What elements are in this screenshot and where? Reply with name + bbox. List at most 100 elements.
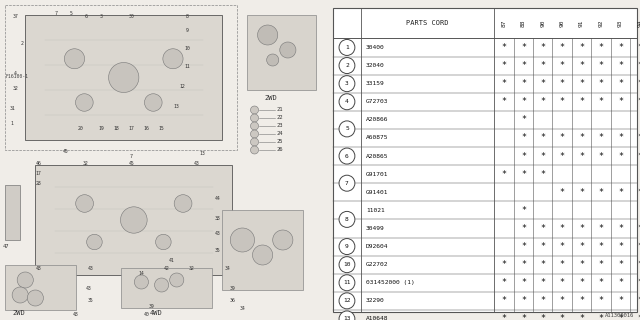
Text: *: * bbox=[618, 315, 623, 320]
Text: 17: 17 bbox=[129, 126, 134, 131]
Text: *: * bbox=[560, 133, 564, 142]
Circle shape bbox=[250, 122, 259, 130]
Circle shape bbox=[267, 54, 279, 66]
Bar bbox=[25, 15, 222, 140]
Text: 41: 41 bbox=[169, 258, 175, 263]
Text: *: * bbox=[637, 79, 640, 88]
Text: *: * bbox=[598, 133, 604, 142]
Circle shape bbox=[339, 148, 355, 164]
Text: 2WD: 2WD bbox=[12, 310, 25, 316]
Circle shape bbox=[257, 25, 278, 45]
Text: 7: 7 bbox=[54, 11, 57, 16]
Text: *: * bbox=[618, 188, 623, 197]
Text: *: * bbox=[618, 242, 623, 251]
Text: *: * bbox=[579, 224, 584, 233]
Circle shape bbox=[339, 275, 355, 291]
Circle shape bbox=[250, 138, 259, 146]
Text: 4: 4 bbox=[345, 99, 349, 104]
Text: A20865: A20865 bbox=[366, 154, 388, 158]
Text: *: * bbox=[579, 43, 584, 52]
Text: *: * bbox=[540, 224, 545, 233]
Text: *: * bbox=[618, 296, 623, 305]
Text: *: * bbox=[560, 79, 564, 88]
Circle shape bbox=[154, 278, 169, 292]
Text: 30: 30 bbox=[129, 14, 134, 19]
Circle shape bbox=[339, 39, 355, 55]
Bar bbox=[248, 15, 316, 90]
Text: *: * bbox=[502, 278, 506, 287]
Text: 90: 90 bbox=[560, 20, 564, 27]
Text: A60875: A60875 bbox=[366, 135, 388, 140]
Text: 11: 11 bbox=[343, 280, 351, 285]
Text: 48: 48 bbox=[73, 312, 79, 317]
Text: 4WD: 4WD bbox=[150, 310, 162, 316]
Text: 45: 45 bbox=[63, 149, 68, 154]
Text: 25: 25 bbox=[276, 139, 284, 144]
Text: *: * bbox=[637, 315, 640, 320]
Text: 36: 36 bbox=[229, 298, 235, 303]
Circle shape bbox=[339, 76, 355, 92]
Text: 30400: 30400 bbox=[366, 45, 385, 50]
Circle shape bbox=[339, 121, 355, 137]
Text: 18: 18 bbox=[113, 126, 119, 131]
Text: *: * bbox=[637, 152, 640, 161]
Text: 6: 6 bbox=[84, 14, 87, 19]
Text: *: * bbox=[618, 260, 623, 269]
Text: *: * bbox=[637, 260, 640, 269]
Circle shape bbox=[134, 275, 148, 289]
Text: *: * bbox=[637, 278, 640, 287]
Text: *: * bbox=[579, 242, 584, 251]
Bar bbox=[121, 268, 212, 308]
Text: 91: 91 bbox=[579, 20, 584, 27]
Text: A10648: A10648 bbox=[366, 316, 388, 320]
Text: 43: 43 bbox=[214, 231, 220, 236]
Circle shape bbox=[145, 94, 162, 111]
Text: 90: 90 bbox=[540, 20, 545, 27]
Text: 2WD: 2WD bbox=[264, 95, 277, 101]
Text: *: * bbox=[540, 170, 545, 179]
Text: *: * bbox=[618, 61, 623, 70]
Text: *: * bbox=[521, 43, 526, 52]
Text: *: * bbox=[579, 79, 584, 88]
Text: *: * bbox=[579, 278, 584, 287]
Text: *: * bbox=[540, 242, 545, 251]
Bar bbox=[5, 185, 20, 240]
Text: 43: 43 bbox=[86, 286, 92, 291]
Text: *: * bbox=[540, 260, 545, 269]
Text: 7: 7 bbox=[345, 181, 349, 186]
Bar bbox=[222, 210, 303, 290]
Circle shape bbox=[163, 49, 183, 69]
Text: *: * bbox=[560, 278, 564, 287]
Text: *: * bbox=[540, 79, 545, 88]
Text: 35: 35 bbox=[88, 298, 94, 303]
Text: 44: 44 bbox=[214, 196, 220, 201]
Text: 13: 13 bbox=[343, 316, 351, 320]
Text: *: * bbox=[502, 79, 506, 88]
Circle shape bbox=[12, 287, 28, 303]
Text: *: * bbox=[560, 260, 564, 269]
Bar bbox=[5, 5, 237, 150]
Text: 4: 4 bbox=[13, 71, 17, 76]
Text: 34: 34 bbox=[225, 266, 230, 271]
Text: 32040: 32040 bbox=[366, 63, 385, 68]
Text: 1: 1 bbox=[345, 45, 349, 50]
Text: D92604: D92604 bbox=[366, 244, 388, 249]
Text: 35: 35 bbox=[214, 248, 220, 253]
Text: 32: 32 bbox=[189, 266, 195, 271]
Text: *: * bbox=[579, 296, 584, 305]
Text: 8: 8 bbox=[345, 217, 349, 222]
Text: *: * bbox=[521, 152, 526, 161]
Circle shape bbox=[170, 273, 184, 287]
Text: *: * bbox=[618, 152, 623, 161]
Text: 45: 45 bbox=[129, 161, 134, 166]
Text: 30499: 30499 bbox=[366, 226, 385, 231]
Text: 6: 6 bbox=[345, 154, 349, 158]
Text: *: * bbox=[560, 315, 564, 320]
Circle shape bbox=[280, 42, 296, 58]
Text: *: * bbox=[560, 43, 564, 52]
Circle shape bbox=[17, 272, 33, 288]
Bar bbox=[5, 265, 76, 310]
Text: 22: 22 bbox=[276, 115, 284, 120]
Text: *: * bbox=[598, 43, 604, 52]
Text: 43: 43 bbox=[88, 266, 94, 271]
